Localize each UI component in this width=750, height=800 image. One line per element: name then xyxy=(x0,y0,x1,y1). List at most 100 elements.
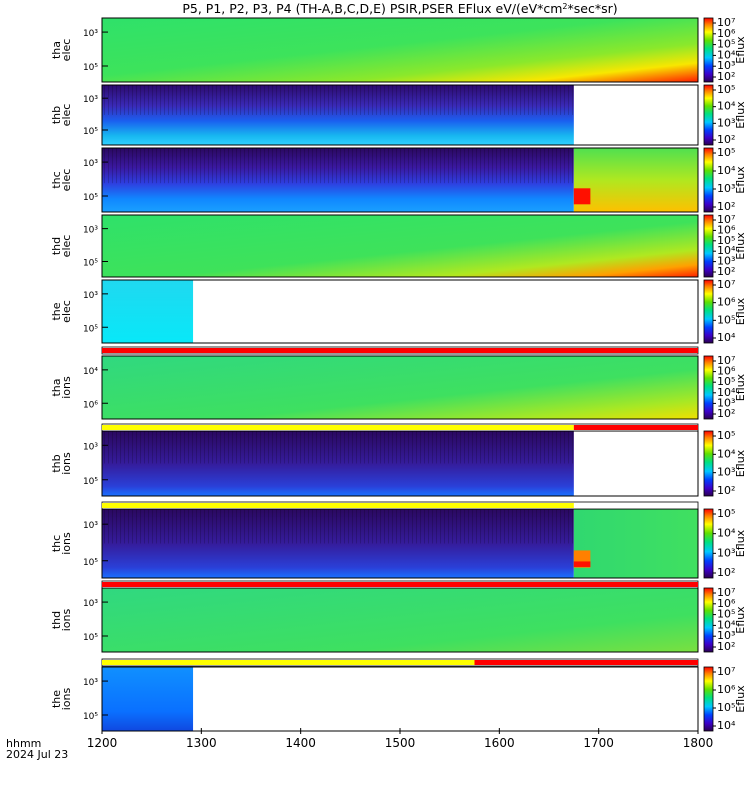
colorbar-tick-label: 10⁵ xyxy=(717,608,735,621)
ytick-label: 10⁵ xyxy=(83,558,98,568)
colorbar-tick-label: 10⁵ xyxy=(717,146,735,159)
colorbar-label: Eflux xyxy=(734,101,747,129)
xtick-label: 1800 xyxy=(683,736,714,750)
colorbar-label: Eflux xyxy=(734,166,747,194)
spectrogram-data-late xyxy=(573,148,698,212)
mode-bar-segment xyxy=(102,660,475,665)
colorbar-tick-label: 10⁷ xyxy=(717,278,735,291)
colorbar-tick-label: 10² xyxy=(717,133,735,146)
colorbar-label: Eflux xyxy=(734,297,747,325)
ytick-label: 10⁵ xyxy=(83,324,98,334)
ytick-label: 10⁵ xyxy=(83,193,98,203)
colorbar-tick-label: 10² xyxy=(717,407,735,420)
colorbar-tick-label: 10⁷ xyxy=(717,586,735,599)
xtick-label: 1200 xyxy=(87,736,118,750)
colorbar-tick-label: 10⁴ xyxy=(717,164,736,177)
ytick-label: 10³ xyxy=(83,678,98,688)
colorbar-label: Eflux xyxy=(734,529,747,557)
colorbar-tick-label: 10⁴ xyxy=(717,447,736,460)
mode-bar xyxy=(101,658,699,667)
mode-bar-segment xyxy=(102,503,574,508)
panel-ylabel: thdelec xyxy=(50,235,73,258)
mode-bar xyxy=(101,423,699,432)
ytick-label: 10⁵ xyxy=(83,259,98,269)
colorbar-tick-label: 10³ xyxy=(717,116,735,129)
spectrogram-data-late xyxy=(573,509,698,578)
colorbar-tick-label: 10⁵ xyxy=(717,313,735,326)
panel-frame xyxy=(101,84,699,146)
panel-frame xyxy=(101,355,699,420)
panel-ylabel: thcelec xyxy=(50,169,73,192)
mode-bar-segment xyxy=(102,348,698,353)
panels-group: thaelec10³10⁵10²10³10⁴10⁵10⁶10⁷Efluxthbe… xyxy=(50,16,747,732)
colorbar-tick-label: 10⁴ xyxy=(717,386,736,399)
panel-the-elec: theelec 10³ 10⁵ 10⁴ 10⁵ 10⁶ 10⁷ Eflux xyxy=(50,278,747,344)
colorbar-tick-label: 10² xyxy=(717,566,735,579)
colorbar xyxy=(703,587,714,653)
spectrogram-hot-core xyxy=(573,561,591,567)
colorbar-tick-label: 10³ xyxy=(717,255,735,268)
colorbar-tick-label: 10³ xyxy=(717,396,735,409)
colorbar-tick-label: 10³ xyxy=(717,182,735,195)
colorbar-tick-label: 10⁴ xyxy=(717,100,736,113)
mode-bar-segment xyxy=(102,425,574,430)
colorbar-tick-label: 10⁴ xyxy=(717,527,736,540)
panel-thc-ions: thcions 10³ 10⁵ 10² 10³ 10⁴ 10⁵ Eflux xyxy=(50,507,747,579)
mode-bar xyxy=(101,580,699,589)
colorbar-tick-label: 10³ xyxy=(717,546,735,559)
xtick-label: 1400 xyxy=(285,736,316,750)
ytick-label: 10³ xyxy=(83,291,98,301)
spectrogram-texture xyxy=(102,509,574,544)
colorbar-tick-label: 10⁷ xyxy=(717,354,735,367)
xtick-label: 1700 xyxy=(583,736,614,750)
ytick-label: 10⁵ xyxy=(83,477,98,487)
colorbar xyxy=(703,17,714,83)
colorbar-tick-label: 10⁵ xyxy=(717,507,735,520)
colorbar-label: Eflux xyxy=(734,373,747,401)
colorbar-label: Eflux xyxy=(734,606,747,634)
colorbar-tick-label: 10⁵ xyxy=(717,38,735,51)
ytick-label: 10³ xyxy=(83,521,98,531)
colorbar-tick-label: 10⁴ xyxy=(717,331,736,344)
time-axis-label: hhmm xyxy=(6,737,41,750)
panel-frame xyxy=(101,279,699,344)
panel-frame xyxy=(101,17,699,83)
ytick-label: 10⁴ xyxy=(83,367,98,377)
colorbar-tick-label: 10⁷ xyxy=(717,213,735,226)
colorbar xyxy=(703,84,714,146)
colorbar-tick-label: 10² xyxy=(717,484,735,497)
spectrogram-data xyxy=(102,667,194,731)
panel-thc-elec: thcelec 10³ 10⁵ 10² 10³ 10⁴ 10⁵ Eflux xyxy=(50,146,747,213)
ytick-label: 10³ xyxy=(83,599,98,609)
colorbar-tick-label: 10⁷ xyxy=(717,16,735,29)
colorbar-tick-label: 10³ xyxy=(717,629,735,642)
colorbar xyxy=(703,508,714,579)
panel-thb-ions: thbions 10³ 10⁵ 10² 10³ 10⁴ 10⁵ Eflux xyxy=(50,429,747,497)
spectrogram-hot-patch xyxy=(573,188,591,205)
mode-bar-segment xyxy=(474,660,698,665)
colorbar-tick-label: 10² xyxy=(717,70,735,83)
time-axis: 1200 1300 1400 1500 1600 1700 1800 xyxy=(87,728,714,750)
colorbar xyxy=(703,355,714,420)
colorbar-tick-label: 10² xyxy=(717,200,735,213)
colorbar-tick-label: 10³ xyxy=(717,59,735,72)
colorbar-label: Eflux xyxy=(734,685,747,713)
spectrogram-texture xyxy=(102,148,574,184)
colorbar-tick-label: 10⁶ xyxy=(717,683,736,696)
ytick-label: 10³ xyxy=(83,159,98,169)
mode-bar-segment xyxy=(102,582,698,587)
ytick-label: 10³ xyxy=(83,95,98,105)
panel-ylabel: thaelec xyxy=(50,39,73,62)
panel-the-ions: theions 10³ 10⁵ 10⁴ 10⁵ 10⁶ 10⁷ Eflux xyxy=(50,665,747,732)
colorbar-tick-label: 10⁶ xyxy=(717,365,736,378)
spectrogram-data xyxy=(102,215,698,277)
colorbar-tick-label: 10⁵ xyxy=(717,83,735,96)
colorbar-tick-label: 10² xyxy=(717,265,735,278)
colorbar-tick-label: 10⁴ xyxy=(717,719,736,732)
panel-ylabel: thdions xyxy=(50,608,73,631)
colorbar xyxy=(703,666,714,732)
